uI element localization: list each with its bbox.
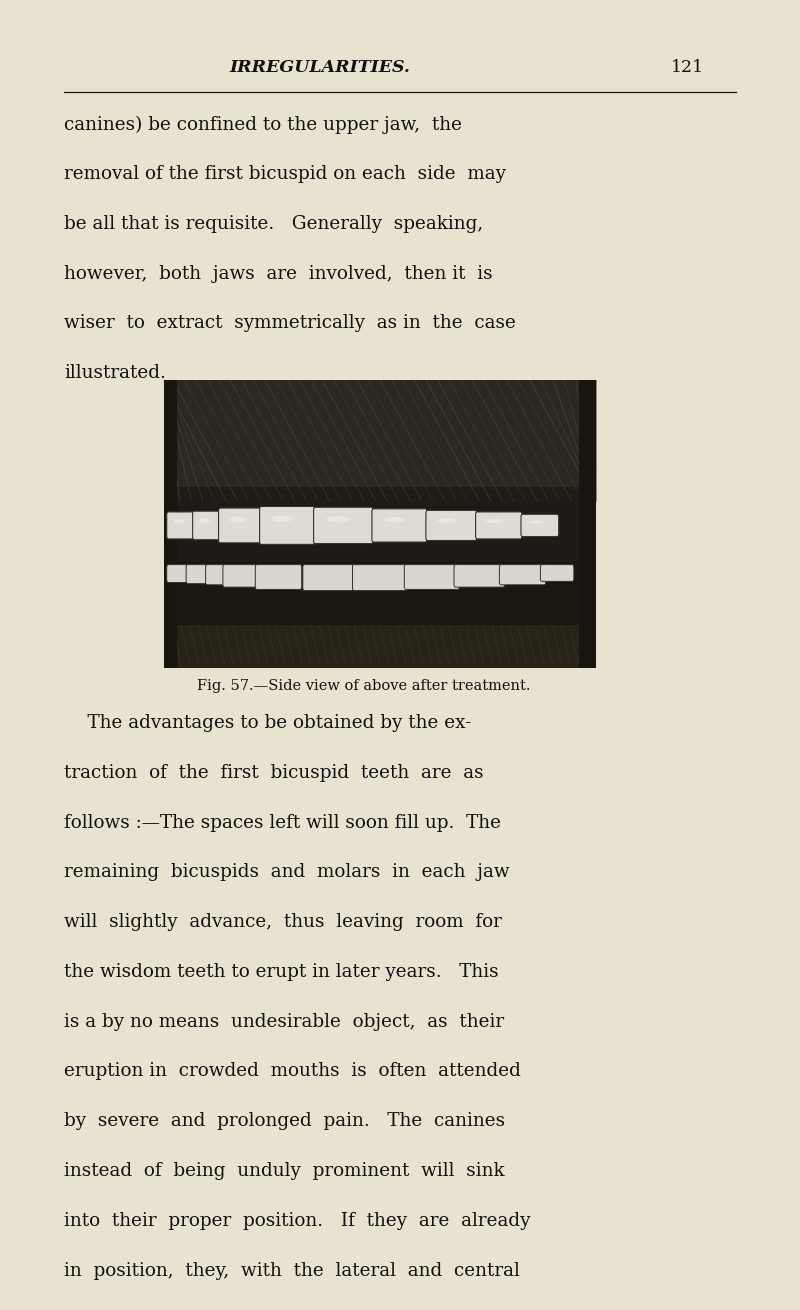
Text: wiser  to  extract  symmetrically  as in  the  case: wiser to extract symmetrically as in the… <box>64 314 516 333</box>
Ellipse shape <box>486 519 503 523</box>
FancyBboxPatch shape <box>521 515 558 537</box>
FancyBboxPatch shape <box>499 565 546 584</box>
Bar <box>164 380 596 668</box>
Text: instead  of  being  unduly  prominent  will  sink: instead of being unduly prominent will s… <box>64 1162 505 1180</box>
Bar <box>164 625 596 668</box>
Bar <box>164 486 596 565</box>
Text: traction  of  the  first  bicuspid  teeth  are  as: traction of the first bicuspid teeth are… <box>64 764 484 782</box>
Text: canines) be confined to the upper jaw,  the: canines) be confined to the upper jaw, t… <box>64 115 462 134</box>
Ellipse shape <box>384 517 405 523</box>
Text: by  severe  and  prolonged  pain.   The  canines: by severe and prolonged pain. The canine… <box>64 1112 505 1131</box>
FancyBboxPatch shape <box>541 565 574 582</box>
Text: will  slightly  advance,  thus  leaving  room  for: will slightly advance, thus leaving room… <box>64 913 502 931</box>
Text: illustrated.: illustrated. <box>64 364 166 383</box>
Text: The advantages to be obtained by the ex-: The advantages to be obtained by the ex- <box>64 714 471 732</box>
Text: into  their  proper  position.   If  they  are  already: into their proper position. If they are … <box>64 1212 530 1230</box>
Text: 121: 121 <box>671 59 704 76</box>
Bar <box>164 380 177 668</box>
Text: is a by no means  undesirable  object,  as  their: is a by no means undesirable object, as … <box>64 1013 504 1031</box>
FancyBboxPatch shape <box>206 565 226 584</box>
FancyBboxPatch shape <box>223 565 256 587</box>
Text: removal of the first bicuspid on each  side  may: removal of the first bicuspid on each si… <box>64 165 506 183</box>
Text: IRREGULARITIES.: IRREGULARITIES. <box>230 59 410 76</box>
FancyBboxPatch shape <box>218 508 265 542</box>
FancyBboxPatch shape <box>454 565 505 587</box>
FancyBboxPatch shape <box>255 565 302 590</box>
Ellipse shape <box>437 517 456 523</box>
Ellipse shape <box>199 519 210 523</box>
FancyBboxPatch shape <box>426 511 477 541</box>
Text: be all that is requisite.   Generally  speaking,: be all that is requisite. Generally spea… <box>64 215 483 233</box>
FancyBboxPatch shape <box>404 565 459 590</box>
FancyBboxPatch shape <box>166 565 187 583</box>
Text: however,  both  jaws  are  involved,  then it  is: however, both jaws are involved, then it… <box>64 265 493 283</box>
Bar <box>578 380 596 668</box>
Bar <box>164 562 596 630</box>
Ellipse shape <box>229 516 246 523</box>
Text: eruption in  crowded  mouths  is  often  attended: eruption in crowded mouths is often atte… <box>64 1062 521 1081</box>
Text: remaining  bicuspids  and  molars  in  each  jaw: remaining bicuspids and molars in each j… <box>64 863 510 882</box>
Ellipse shape <box>326 516 349 523</box>
FancyBboxPatch shape <box>186 565 206 584</box>
FancyBboxPatch shape <box>302 565 354 591</box>
Bar <box>164 380 596 500</box>
Text: Fig. 57.—Side view of above after treatment.: Fig. 57.—Side view of above after treatm… <box>198 679 530 693</box>
FancyBboxPatch shape <box>314 507 373 544</box>
Text: the wisdom teeth to erupt in later years.   This: the wisdom teeth to erupt in later years… <box>64 963 498 981</box>
FancyBboxPatch shape <box>475 512 522 538</box>
FancyBboxPatch shape <box>259 507 314 545</box>
Ellipse shape <box>174 519 184 523</box>
Ellipse shape <box>271 516 292 523</box>
FancyBboxPatch shape <box>353 565 407 591</box>
Text: in  position,  they,  with  the  lateral  and  central: in position, they, with the lateral and … <box>64 1262 520 1280</box>
Text: follows :—The spaces left will soon fill up.  The: follows :—The spaces left will soon fill… <box>64 814 501 832</box>
FancyBboxPatch shape <box>193 511 222 540</box>
Ellipse shape <box>530 520 543 524</box>
FancyBboxPatch shape <box>372 508 427 542</box>
FancyBboxPatch shape <box>166 512 196 538</box>
